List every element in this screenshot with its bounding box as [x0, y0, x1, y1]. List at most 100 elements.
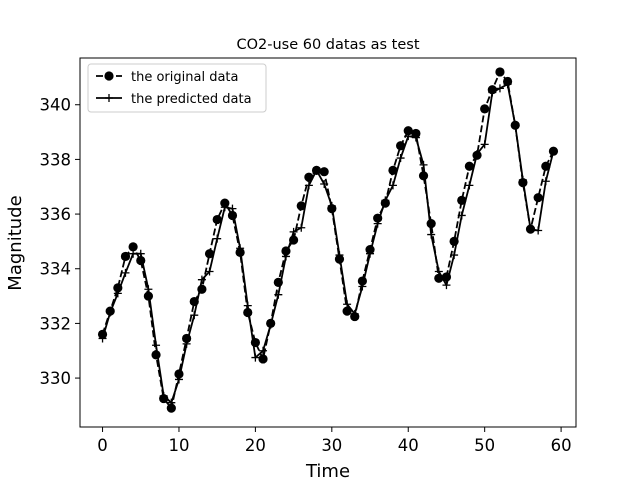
- data-point: [121, 268, 130, 277]
- data-point: [396, 141, 406, 151]
- data-point: [480, 140, 489, 149]
- data-point: [533, 193, 543, 203]
- data-point: [350, 309, 359, 318]
- data-point: [366, 249, 375, 258]
- data-point: [503, 80, 512, 89]
- plot-frame: [79, 57, 577, 428]
- y-axis-ticks: 330 332 334 336 338 340: [40, 96, 80, 388]
- x-tick-label: 10: [168, 436, 189, 455]
- data-point: [427, 230, 436, 239]
- x-tick-label: 50: [474, 436, 495, 455]
- x-axis-ticks: 0 10 20 30 40 50 60: [97, 427, 572, 455]
- data-point: [289, 227, 298, 236]
- plot-area: [80, 58, 576, 427]
- series-layer: [97, 67, 559, 413]
- data-point: [511, 121, 520, 130]
- data-point: [480, 104, 490, 114]
- data-point: [495, 84, 504, 93]
- data-point: [143, 291, 154, 301]
- y-tick-label: 330: [40, 369, 72, 388]
- data-point: [342, 306, 352, 316]
- data-point: [204, 249, 215, 259]
- data-point: [243, 301, 252, 310]
- legend: the original data the predicted data: [87, 63, 267, 113]
- y-tick-label: 334: [40, 260, 72, 279]
- data-point: [488, 88, 497, 97]
- data-point: [534, 226, 543, 235]
- data-point: [434, 267, 443, 276]
- legend-box: [87, 63, 267, 113]
- data-point: [297, 223, 306, 232]
- data-point: [281, 252, 290, 261]
- data-point: [541, 161, 551, 171]
- data-point: [228, 204, 237, 213]
- data-point: [343, 300, 352, 309]
- legend-marker: [104, 71, 114, 81]
- data-point: [152, 341, 161, 350]
- data-point: [106, 308, 115, 317]
- data-point: [197, 275, 206, 284]
- data-point: [159, 391, 168, 400]
- y-tick-label: 340: [40, 96, 72, 115]
- data-point: [457, 195, 467, 206]
- data-point: [113, 289, 122, 298]
- data-point: [220, 203, 229, 212]
- data-point: [166, 403, 176, 413]
- data-point: [136, 249, 145, 258]
- y-axis-label: Magnitude: [5, 195, 26, 290]
- x-tick-label: 40: [398, 436, 419, 455]
- data-point: [151, 350, 161, 360]
- data-point: [327, 201, 336, 210]
- data-point: [258, 354, 268, 364]
- data-point: [266, 320, 275, 329]
- y-tick-label: 336: [40, 205, 72, 224]
- data-point: [236, 244, 245, 253]
- data-point: [549, 147, 558, 156]
- data-point: [128, 242, 138, 252]
- data-point: [319, 167, 329, 177]
- data-point: [396, 154, 405, 163]
- data-point: [457, 211, 466, 220]
- data-point: [388, 181, 397, 190]
- data-point: [419, 160, 428, 169]
- data-point: [213, 234, 222, 243]
- data-point: [312, 166, 321, 175]
- data-point: [442, 281, 451, 290]
- legend-entries: the original data the predicted data: [96, 70, 252, 107]
- data-point: [541, 177, 550, 186]
- data-point: [129, 249, 138, 258]
- data-point: [212, 214, 222, 225]
- data-point: [381, 196, 390, 205]
- data-point: [464, 161, 474, 171]
- data-point: [296, 201, 306, 211]
- data-point: [495, 67, 505, 77]
- x-axis-label: Time: [305, 461, 350, 480]
- data-point: [251, 353, 260, 362]
- data-point: [220, 198, 230, 208]
- y-tick-label: 332: [40, 314, 72, 333]
- data-point: [120, 251, 131, 262]
- data-point: [358, 282, 367, 291]
- data-point: [174, 375, 183, 384]
- legend-marker: [105, 94, 113, 102]
- data-point: [373, 219, 382, 228]
- data-point: [274, 290, 283, 299]
- x-tick-label: 60: [551, 436, 572, 455]
- x-tick-label: 20: [245, 436, 266, 455]
- legend-label: the predicted data: [131, 92, 252, 107]
- data-point: [243, 307, 253, 318]
- series-2: [98, 80, 558, 407]
- chart-title: CO2-use 60 datas as test: [236, 37, 419, 53]
- data-point: [526, 225, 535, 234]
- legend-label: the original data: [131, 70, 238, 85]
- data-point: [167, 398, 176, 407]
- data-point: [404, 132, 413, 141]
- series-line: [101, 83, 555, 404]
- data-point: [98, 334, 107, 343]
- data-point: [450, 251, 459, 260]
- x-tick-label: 0: [97, 436, 108, 455]
- data-point: [473, 149, 482, 158]
- data-point: [304, 181, 313, 190]
- data-point: [465, 181, 474, 190]
